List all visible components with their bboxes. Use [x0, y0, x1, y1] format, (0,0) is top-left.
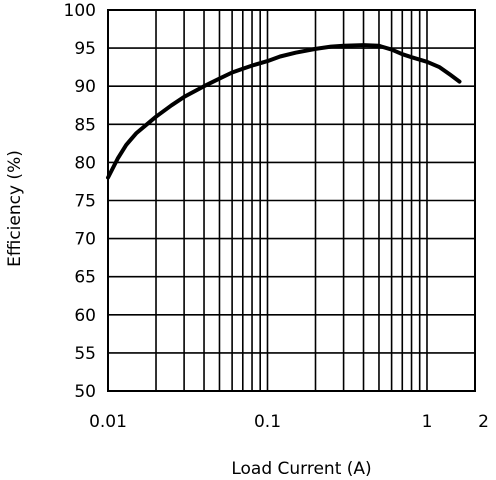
y-axis-title: Efficiency (%) [5, 150, 25, 267]
y-tick-label: 90 [74, 77, 96, 97]
y-tick-label: 65 [74, 268, 96, 288]
y-tick-label: 85 [74, 115, 96, 135]
y-tick-label: 80 [74, 153, 96, 173]
y-tick-label: 75 [74, 192, 96, 212]
efficiency-curve [106, 43, 462, 180]
y-tick-label: 50 [74, 382, 96, 402]
x-axis-title: Load Current (A) [231, 459, 371, 479]
x-tick-label: 1 [422, 412, 433, 432]
x-tick-label: 0.1 [254, 412, 281, 432]
y-tick-label: 100 [64, 1, 96, 21]
tick-labels: 50 55 60 65 70 75 80 85 90 95 100 0.01 0.1 1 2 [64, 1, 489, 432]
x-tick-label: 0.01 [89, 412, 127, 432]
y-tick-label: 55 [74, 344, 96, 364]
grid [107, 9, 476, 392]
x-tick-label: 2 [478, 412, 489, 432]
y-tick-label: 60 [74, 306, 96, 326]
y-tick-label: 95 [74, 39, 96, 59]
y-tick-label: 70 [74, 230, 96, 250]
plot-frame [107, 9, 476, 392]
